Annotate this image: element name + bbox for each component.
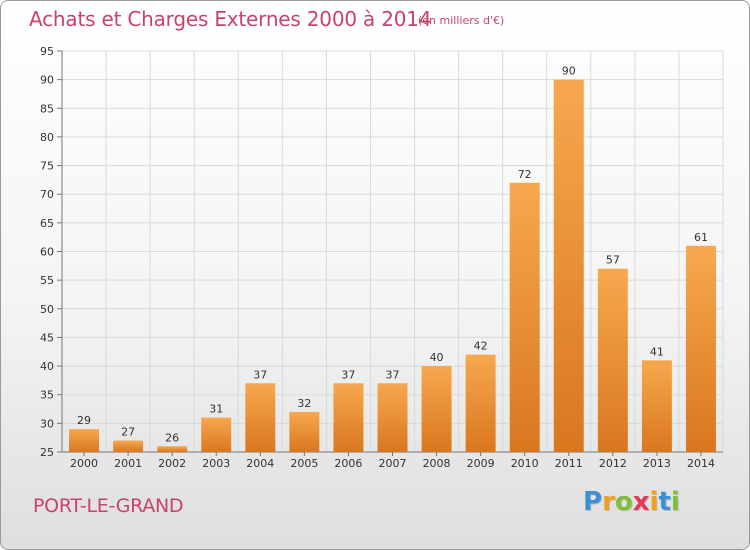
logo-letter: o [614, 487, 633, 517]
value-label-2003: 31 [209, 403, 223, 416]
value-label-2000: 29 [77, 414, 91, 427]
bar-2002 [157, 446, 188, 452]
y-tick-label: 25 [40, 446, 54, 459]
y-tick-label: 90 [40, 74, 54, 87]
bar-2001 [113, 440, 144, 452]
y-tick-label: 30 [40, 417, 54, 430]
x-tick-label-2010: 2010 [511, 457, 539, 470]
y-tick-label: 85 [40, 102, 54, 115]
bar-2014 [685, 245, 716, 452]
bar-2008 [421, 366, 452, 452]
bar-2011 [553, 79, 584, 453]
y-tick-label: 70 [40, 188, 54, 201]
bar-2004 [245, 383, 276, 452]
bar-2003 [201, 417, 232, 452]
bar-2013 [641, 360, 672, 452]
x-tick-label-2002: 2002 [158, 457, 186, 470]
bar-2012 [597, 268, 628, 452]
proxiti-logo[interactable]: Proxiti [583, 487, 680, 517]
x-tick-label-2006: 2006 [334, 457, 362, 470]
value-label-2010: 72 [518, 168, 532, 181]
bars [69, 79, 716, 453]
value-label-2001: 27 [121, 426, 135, 439]
chart-title: Achats et Charges Externes 2000 à 2014 [29, 7, 432, 31]
value-label-2012: 57 [606, 254, 620, 267]
value-label-2004: 37 [253, 368, 267, 381]
value-label-2006: 37 [341, 368, 355, 381]
value-label-2005: 32 [297, 397, 311, 410]
y-tick-label: 35 [40, 389, 54, 402]
value-labels: 29 27 26 31 37 32 37 37 40 42 72 90 57 41 61 [77, 65, 708, 445]
logo-letter: r [602, 487, 615, 517]
x-tick-label-2012: 2012 [599, 457, 627, 470]
logo-letter: i [670, 487, 680, 517]
y-tick-label: 55 [40, 274, 54, 287]
x-tick-label-2007: 2007 [379, 457, 407, 470]
y-tick-label: 50 [40, 303, 54, 316]
bar-2007 [377, 383, 408, 452]
x-tick-label-2001: 2001 [114, 457, 142, 470]
bar-2010 [509, 182, 540, 452]
y-tick-label: 60 [40, 246, 54, 259]
y-tick-label: 65 [40, 217, 54, 230]
bar-2009 [465, 354, 496, 452]
value-label-2011: 90 [562, 65, 576, 78]
x-tick-label-2003: 2003 [202, 457, 230, 470]
logo-letter: i [649, 487, 659, 517]
value-label-2008: 40 [430, 351, 444, 364]
value-label-2013: 41 [650, 345, 664, 358]
x-tick-label-2000: 2000 [70, 457, 98, 470]
x-tick-label-2009: 2009 [467, 457, 495, 470]
x-tick-label-2008: 2008 [423, 457, 451, 470]
value-label-2009: 42 [474, 340, 488, 353]
x-tick-label-2005: 2005 [290, 457, 318, 470]
value-label-2014: 61 [694, 231, 708, 244]
y-tick-label: 95 [40, 45, 54, 58]
y-tick-label: 45 [40, 331, 54, 344]
x-tick-label-2011: 2011 [555, 457, 583, 470]
x-tick-label-2013: 2013 [643, 457, 671, 470]
value-label-2002: 26 [165, 431, 179, 444]
bar-2006 [333, 383, 364, 452]
y-tick-label: 40 [40, 360, 54, 373]
logo-letter: P [583, 487, 603, 517]
chart-subtitle: (en milliers d'€) [418, 14, 505, 27]
logo-letter: x [632, 487, 650, 517]
city-name: PORT-LE-GRAND [33, 495, 184, 517]
y-tick-label: 75 [40, 160, 54, 173]
x-tick-label-2004: 2004 [246, 457, 274, 470]
y-tick-label: 80 [40, 131, 54, 144]
bar-2000 [69, 429, 100, 452]
bar-2005 [289, 411, 320, 452]
value-label-2007: 37 [386, 368, 400, 381]
logo-letter: t [658, 487, 671, 517]
x-tick-label-2014: 2014 [687, 457, 715, 470]
